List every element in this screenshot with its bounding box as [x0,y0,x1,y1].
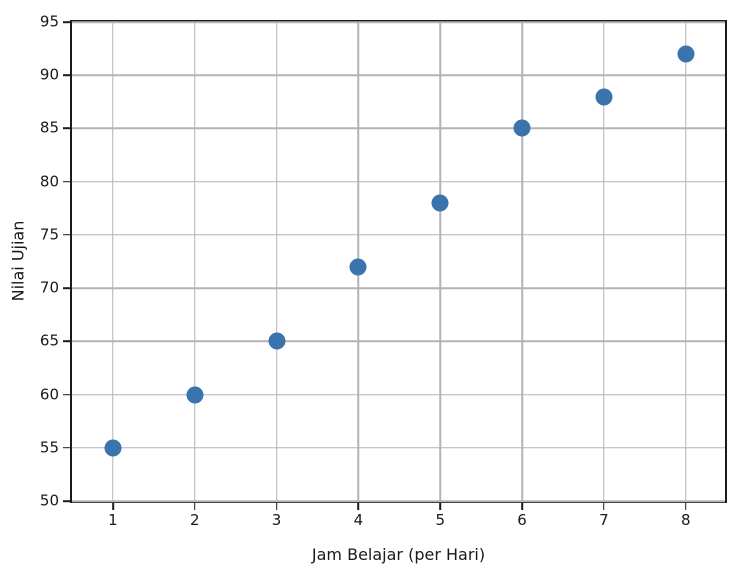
horizontal-gridline [72,340,725,343]
y-tick-mark [63,127,70,130]
horizontal-gridline [72,127,725,130]
vertical-gridline [193,22,196,501]
data-point-marker [186,386,204,404]
y-tick-mark [63,393,70,396]
x-tick-label: 1 [108,511,118,529]
y-tick-label: 60 [39,385,59,404]
vertical-gridline [275,22,278,501]
x-tick-label: 2 [189,511,200,529]
data-point-marker [595,88,613,105]
x-tick-label: 4 [353,511,364,529]
data-point-marker [677,45,695,63]
y-tick-label: 80 [39,172,59,191]
data-point-marker [431,194,449,212]
horizontal-gridline [72,234,725,236]
vertical-gridline [603,22,605,501]
x-tick-mark [357,503,360,510]
x-tick-label: 8 [680,511,691,529]
x-tick-mark [521,503,523,510]
horizontal-gridline [72,447,725,449]
y-tick-label: 95 [39,12,59,31]
x-tick-label: 7 [599,511,609,529]
horizontal-gridline [72,287,725,289]
plot-area: 1 2 3 4 5 6 7 8 50 55 60 65 70 75 80 85 90 95 [40,14,727,528]
vertical-gridline [112,22,114,501]
y-axis-title: Nilai Ujian [8,220,28,302]
x-tick-label: 6 [517,511,527,529]
x-tick-label: 3 [271,511,282,529]
y-tick-label: 85 [39,118,59,137]
horizontal-gridline [72,500,725,502]
y-tick-label: 65 [39,331,59,350]
data-point-marker [104,439,122,457]
vertical-gridline [439,22,441,501]
horizontal-gridline [72,74,725,76]
y-tick-mark [63,180,70,183]
y-tick-mark [63,340,70,343]
horizontal-gridline [72,393,725,396]
x-tick-mark [193,503,196,510]
x-tick-label: 5 [435,511,445,529]
horizontal-gridline [72,21,725,23]
y-tick-mark [63,74,70,77]
y-tick-mark [63,287,70,289]
data-point-marker [268,332,286,350]
vertical-gridline [684,22,687,501]
vertical-gridline [521,22,523,501]
y-tick-label: 55 [39,438,59,457]
y-tick-mark [63,234,70,236]
x-tick-mark [684,503,687,510]
y-tick-label: 70 [39,278,59,297]
y-tick-label: 90 [39,65,59,84]
horizontal-gridline [72,180,725,183]
y-tick-label: 50 [39,491,59,510]
data-point-marker [349,258,367,276]
y-tick-mark [63,500,70,502]
x-tick-mark [112,503,114,510]
x-tick-mark [275,503,278,510]
y-tick-mark [63,446,70,449]
x-tick-mark [439,503,442,510]
y-tick-mark [63,21,70,23]
data-point-marker [513,119,531,137]
x-tick-mark [603,503,605,510]
y-tick-label: 75 [39,225,59,244]
x-axis-title: Jam Belajar (per Hari) [311,545,486,564]
